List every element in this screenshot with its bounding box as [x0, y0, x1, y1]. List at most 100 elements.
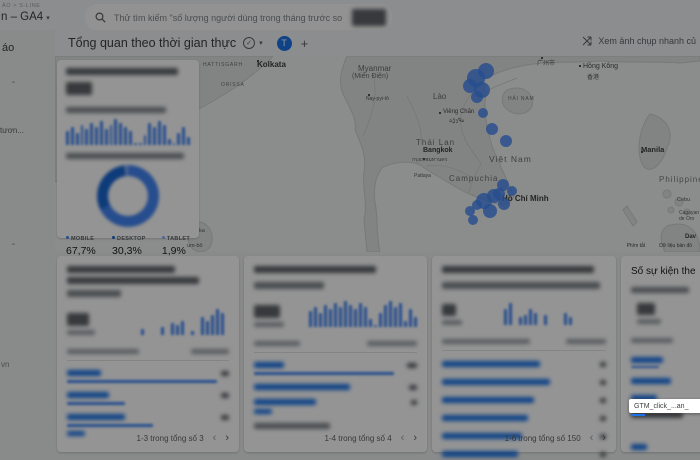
- map-label: Hồng Kông: [583, 63, 619, 70]
- table-header: [67, 343, 229, 361]
- redacted-metric-label: [67, 330, 95, 335]
- redacted-metric-value: [637, 303, 655, 315]
- pagination: 1-6 trong tổng số 150 ‹ ›: [505, 432, 606, 444]
- legend-item-tablet: TABLET 1,9%: [161, 236, 190, 257]
- redacted-row[interactable]: [631, 412, 683, 418]
- data-status-check-icon[interactable]: ✓: [243, 37, 256, 49]
- nav-item[interactable]: tươn...: [0, 126, 24, 135]
- report-toolbar: Tổng quan theo thời gian thực ✓ ▾ T + Xe…: [55, 30, 700, 56]
- map-land-mindanao: [660, 223, 700, 252]
- map-label: HẢI NAM: [508, 96, 535, 102]
- map-city-markers: [257, 57, 643, 160]
- redacted-dimension-selector[interactable]: [254, 282, 324, 289]
- map-land-visayas: [662, 189, 672, 199]
- chevron-down-icon[interactable]: ▾: [259, 40, 263, 47]
- chevron-down-icon: ▾: [46, 15, 50, 22]
- nav-item-secondary[interactable]: vn: [1, 360, 10, 369]
- redacted-metric-value: [254, 305, 280, 318]
- redacted-metric-label: [254, 322, 284, 327]
- mini-bar-chart: [309, 297, 417, 327]
- next-page-button[interactable]: ›: [225, 432, 229, 444]
- left-nav-panel: áo ⌃ tươn... ⌃ vn: [0, 30, 55, 460]
- table-row[interactable]: [442, 397, 606, 403]
- prev-page-button[interactable]: ‹: [400, 432, 405, 444]
- pagination: 1-4 trong tổng số 4 ‹ ›: [325, 432, 418, 444]
- realtime-summary-card: MOBILE 67,7% DESKTOP 30,3% TABLET 1,9%: [57, 60, 199, 257]
- redacted-dimension-selector[interactable]: [631, 287, 689, 293]
- map-land-palawan: [622, 205, 638, 227]
- redacted-link[interactable]: [631, 395, 657, 401]
- redacted-link[interactable]: [67, 431, 85, 436]
- redacted-table-header: [631, 338, 673, 343]
- map-label: 香港: [587, 75, 600, 81]
- page-title: Tổng quan theo thời gian thực: [68, 36, 237, 50]
- property-selector[interactable]: n – GA4 ▾: [1, 11, 50, 23]
- pagination-label: 1-3 trong tổng số 3: [136, 433, 204, 443]
- realtime-card-views-by-page: 1-6 trong tổng số 150 ‹ ›: [432, 256, 616, 457]
- table-row[interactable]: [67, 392, 229, 398]
- legend-item-mobile: MOBILE 67,7%: [66, 236, 96, 257]
- snapshot-label: Xem ảnh chụp nhanh củ: [598, 36, 696, 46]
- realtime-card-users-by-audience: 1-4 trong tổng số 4 ‹ ›: [244, 256, 427, 452]
- map-label: ORISSA: [221, 82, 245, 88]
- redacted-link[interactable]: [631, 444, 647, 450]
- pagination-label: 1-6 trong tổng số 150: [504, 433, 581, 443]
- table-row[interactable]: [254, 399, 417, 405]
- table-row[interactable]: [442, 433, 606, 439]
- realtime-card-users-by-source: 1-3 trong tổng số 3 ‹ ›: [57, 256, 239, 452]
- map-label: Lào: [433, 92, 447, 101]
- row-value-bar: [254, 372, 394, 375]
- table-row[interactable]: [254, 423, 417, 429]
- table-row[interactable]: [442, 415, 606, 421]
- chevron-up-icon[interactable]: ⌃: [10, 242, 17, 251]
- redacted-link[interactable]: [631, 357, 663, 363]
- event-tooltip[interactable]: GTM_click_...an_: [629, 399, 700, 413]
- map-label: กรุงเทพมหานคร: [412, 157, 448, 163]
- redacted-label: [66, 107, 166, 113]
- next-page-button[interactable]: ›: [602, 432, 606, 444]
- redacted-dimension-selector[interactable]: [442, 282, 600, 289]
- avatar[interactable]: T: [276, 35, 292, 51]
- redacted-card-title: [67, 266, 175, 273]
- map-label: ວຽງຈັນ: [449, 118, 465, 124]
- table-row[interactable]: [442, 451, 606, 457]
- redacted-metric-value: [66, 82, 92, 95]
- map-shortcuts-link[interactable]: Phím tắt: [626, 243, 646, 249]
- next-page-button[interactable]: ›: [413, 432, 417, 444]
- redacted-metric-value: [442, 304, 456, 316]
- search-bar[interactable]: [85, 4, 392, 31]
- map-label: Philippines: [659, 175, 700, 184]
- map-label: Viêng Chăn: [443, 109, 475, 115]
- add-comparison-button[interactable]: +: [300, 35, 309, 51]
- table-row[interactable]: [254, 362, 417, 368]
- map-label-city: Kolkata: [257, 60, 286, 69]
- table-row[interactable]: [67, 370, 229, 376]
- map-label: Thái Lan: [416, 138, 456, 147]
- row-value-bar: [67, 380, 217, 383]
- table-row[interactable]: [442, 379, 606, 385]
- redacted-card-title: [254, 266, 376, 273]
- redacted-link[interactable]: [631, 378, 671, 384]
- redacted-dimension-selector[interactable]: [67, 290, 121, 297]
- legend-dot: [112, 236, 116, 239]
- prev-page-button[interactable]: ‹: [589, 432, 594, 444]
- nav-section-label: áo: [2, 42, 15, 54]
- mini-bar-chart: [494, 297, 606, 325]
- breadcrumb: ẢO > S-LINE: [2, 3, 41, 9]
- table-row[interactable]: [254, 384, 417, 390]
- redacted-link[interactable]: [254, 409, 272, 414]
- row-value-bar: [631, 366, 659, 368]
- event-highlight-underline: [631, 414, 645, 416]
- table-row[interactable]: [67, 414, 229, 420]
- table-row[interactable]: [442, 361, 606, 367]
- property-name: n – GA4: [1, 11, 44, 23]
- search-input[interactable]: [114, 12, 344, 23]
- view-user-snapshot-button[interactable]: Xem ảnh chụp nhanh củ: [582, 36, 696, 46]
- prev-page-button[interactable]: ‹: [212, 432, 217, 444]
- redacted-metric-value: [67, 313, 89, 326]
- chevron-up-icon[interactable]: ⌃: [10, 80, 17, 89]
- device-donut-chart: [97, 165, 159, 227]
- legend-value: 67,7%: [66, 245, 96, 257]
- row-value-bar: [67, 402, 125, 405]
